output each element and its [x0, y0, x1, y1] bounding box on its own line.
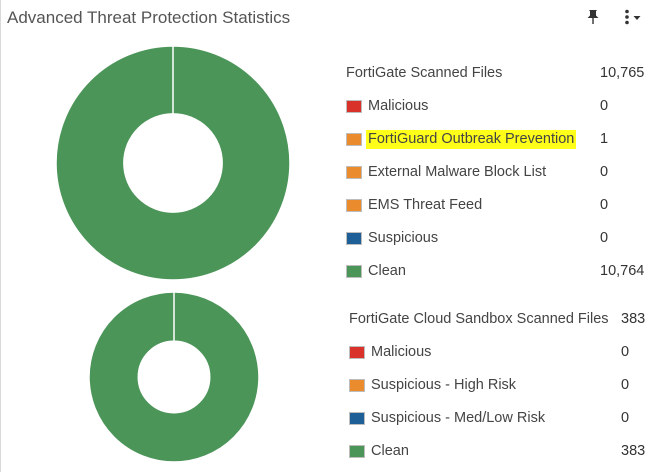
- legend-label: Suspicious - High Risk: [371, 377, 517, 393]
- legend-value: 0: [621, 344, 630, 360]
- legend-row[interactable]: Malicious 0: [346, 95, 608, 117]
- legend-label: Clean: [371, 443, 409, 459]
- legend-swatch: [346, 264, 362, 278]
- legend-value: 383: [621, 443, 646, 459]
- sandbox-total-row: FortiGate Cloud Sandbox Scanned Files 38…: [349, 308, 645, 330]
- sandbox-scanned-donut-chart: [88, 291, 260, 463]
- legend-label: Clean: [368, 263, 406, 279]
- legend-label: Malicious: [371, 344, 432, 360]
- donut-slice-clean[interactable]: [88, 291, 260, 463]
- widget-title: Advanced Threat Protection Statistics: [7, 8, 291, 27]
- legend-row[interactable]: Suspicious - Med/Low Risk 0: [349, 407, 629, 429]
- legend-value: 0: [621, 410, 630, 426]
- legend-row[interactable]: Suspicious - High Risk 0: [349, 374, 629, 396]
- legend-label: Suspicious: [368, 230, 439, 246]
- legend-row[interactable]: Suspicious 0: [346, 227, 608, 249]
- donut-slice-clean[interactable]: [55, 45, 291, 281]
- fortigate-total-value: 10,765: [600, 65, 645, 81]
- legend-swatch: [349, 378, 365, 392]
- legend-row[interactable]: Clean 383: [349, 440, 645, 462]
- legend-value: 0: [600, 98, 609, 114]
- legend-swatch: [346, 99, 362, 113]
- legend-value: 0: [600, 164, 609, 180]
- legend-swatch: [346, 165, 362, 179]
- fortigate-total-label: FortiGate Scanned Files: [346, 65, 503, 81]
- legend-row[interactable]: FortiGuard Outbreak Prevention 1: [346, 128, 608, 150]
- widget-menu-button[interactable]: [619, 6, 645, 28]
- legend-swatch: [346, 231, 362, 245]
- legend-value: 0: [600, 230, 609, 246]
- legend-swatch: [349, 411, 365, 425]
- legend-row[interactable]: EMS Threat Feed 0: [346, 194, 608, 216]
- legend-swatch: [346, 198, 362, 212]
- legend-label: EMS Threat Feed: [368, 197, 483, 213]
- kebab-menu-icon: [625, 9, 641, 25]
- legend-row[interactable]: Clean 10,764: [346, 260, 644, 282]
- legend-value: 0: [600, 197, 609, 213]
- pin-icon: [587, 10, 599, 24]
- legend-value: 1: [600, 131, 609, 147]
- sandbox-total-value: 383: [621, 311, 646, 327]
- fortigate-total-row: FortiGate Scanned Files 10,765: [346, 62, 644, 84]
- legend-value: 0: [621, 377, 630, 393]
- legend-value: 10,764: [600, 263, 645, 279]
- legend-label: Malicious: [368, 98, 429, 114]
- legend-swatch: [349, 444, 365, 458]
- legend-label: External Malware Block List: [368, 164, 547, 180]
- legend-label: FortiGuard Outbreak Prevention: [366, 129, 577, 149]
- chevron-down-icon: [633, 16, 641, 20]
- legend-swatch: [349, 345, 365, 359]
- sandbox-total-label: FortiGate Cloud Sandbox Scanned Files: [349, 311, 609, 327]
- pin-button[interactable]: [583, 6, 603, 28]
- legend-label: Suspicious - Med/Low Risk: [371, 410, 546, 426]
- fortigate-scanned-donut-chart: [55, 45, 291, 281]
- legend-row[interactable]: Malicious 0: [349, 341, 629, 363]
- legend-swatch: [346, 132, 362, 146]
- legend-row[interactable]: External Malware Block List 0: [346, 161, 608, 183]
